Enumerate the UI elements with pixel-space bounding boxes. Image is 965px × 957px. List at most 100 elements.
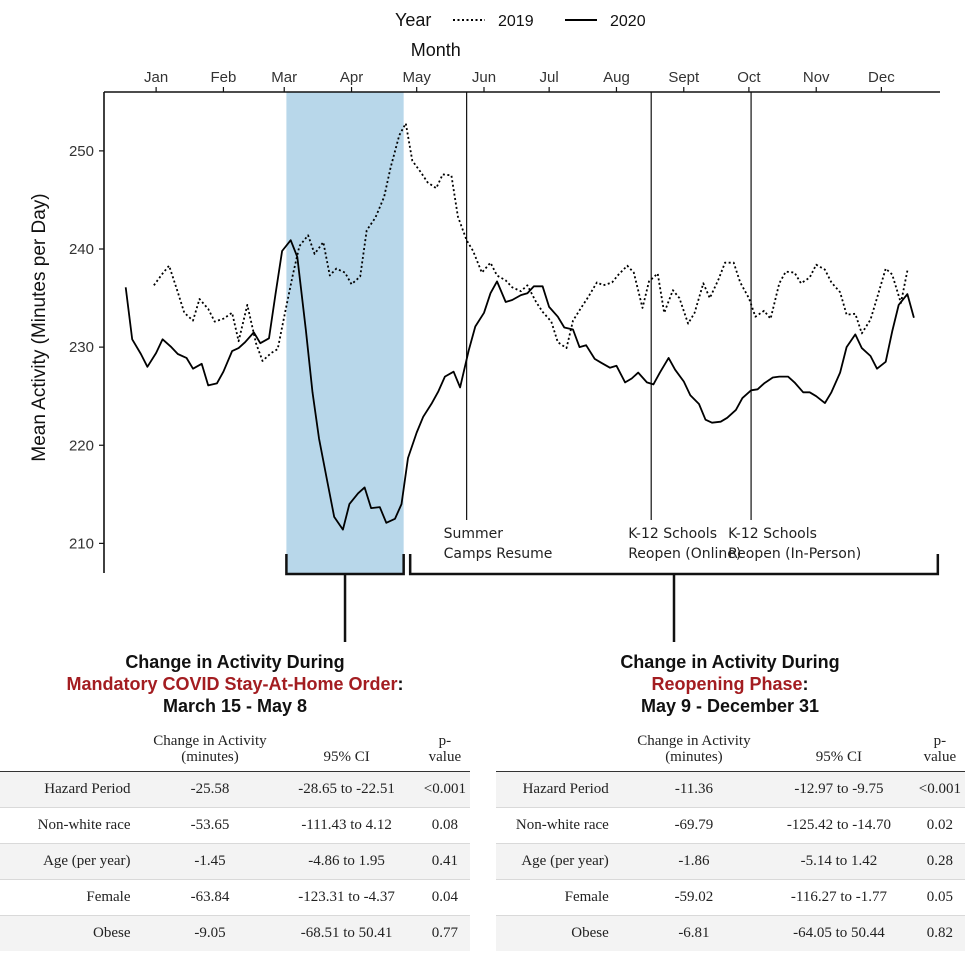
panel-title-line2: Mandatory COVID Stay-At-Home Order: — [0, 673, 470, 695]
cell-ci: -125.42 to -14.70 — [763, 807, 915, 844]
header-pvalue: p-value — [419, 729, 470, 772]
header-change: Change in Activity (minutes) — [624, 729, 764, 772]
cell-pvalue: <0.001 — [419, 771, 470, 808]
x-tick-label: Dec — [868, 69, 895, 86]
stay-at-home-shade — [286, 92, 404, 575]
panel-title-highlight: Mandatory COVID Stay-At-Home Order — [66, 674, 398, 694]
row-label: Non-white race — [496, 807, 625, 844]
stats-table-reopening: Change in Activity (minutes) 95% CI p-va… — [496, 729, 965, 951]
row-label: Female — [496, 879, 625, 916]
x-tick-label: Feb — [210, 69, 236, 86]
panel-title-colon: : — [802, 674, 809, 694]
table-header-row: Change in Activity (minutes) 95% CI p-va… — [496, 729, 965, 772]
table-row: Female -59.02 -116.27 to -1.77 0.05 — [496, 879, 965, 916]
header-change: Change in Activity (minutes) — [146, 729, 274, 772]
table-row: Female -63.84 -123.31 to -4.37 0.04 — [0, 879, 470, 916]
x-tick-label: Aug — [603, 69, 630, 86]
cell-change: -11.36 — [624, 771, 764, 808]
table-row: Age (per year) -1.45 -4.86 to 1.95 0.41 — [0, 843, 470, 880]
y-tick-label: 250 — [69, 143, 94, 160]
legend-title: Year — [395, 10, 431, 30]
row-label: Female — [0, 879, 147, 916]
event-label: Camps Resume — [444, 546, 553, 562]
event-label: K-12 Schools — [628, 526, 717, 542]
cell-change: -1.86 — [624, 843, 764, 880]
cell-change: -6.81 — [624, 915, 764, 951]
x-tick-label: May — [403, 69, 432, 86]
header-ci: 95% CI — [273, 729, 420, 772]
y-tick-label: 220 — [69, 437, 94, 454]
cell-ci: -28.65 to -22.51 — [273, 771, 420, 808]
cell-ci: -116.27 to -1.77 — [763, 879, 915, 916]
table-row: Non-white race -69.79 -125.42 to -14.70 0.0… — [496, 807, 965, 844]
event-label: Reopen (Online) — [628, 546, 741, 562]
panel-title-line2: Reopening Phase: — [495, 673, 965, 695]
x-tick-label: Jan — [144, 69, 168, 86]
cell-pvalue: <0.001 — [914, 771, 965, 808]
x-tick-label: Apr — [340, 69, 363, 86]
y-tick-label: 210 — [69, 535, 94, 552]
cell-pvalue: 0.08 — [419, 807, 470, 844]
table-row: Non-white race -53.65 -111.43 to 4.12 0.08 — [0, 807, 470, 844]
row-label: Hazard Period — [496, 771, 625, 808]
table-row: Obese -6.81 -64.05 to 50.44 0.82 — [496, 915, 965, 951]
cell-pvalue: 0.04 — [419, 879, 470, 916]
legend-label: 2020 — [610, 13, 646, 30]
panel-title-line1: Change in Activity During — [125, 652, 345, 672]
row-label: Age (per year) — [0, 843, 147, 880]
cell-pvalue: 0.28 — [914, 843, 965, 880]
row-label: Obese — [496, 915, 625, 951]
panel-title-colon: : — [397, 674, 404, 694]
legend-label: 2019 — [498, 13, 534, 30]
cell-pvalue: 0.77 — [419, 915, 470, 951]
event-label: Summer — [444, 526, 504, 542]
cell-ci: -4.86 to 1.95 — [273, 843, 420, 880]
table-row: Obese -9.05 -68.51 to 50.41 0.77 — [0, 915, 470, 951]
header-ci: 95% CI — [763, 729, 915, 772]
x-tick-label: Sept — [668, 69, 700, 86]
activity-line-chart: Jan Feb Mar Apr May Jun Jul Aug Sept Oct Nov Dec Mon… — [29, 10, 940, 642]
panel-title-line1: Change in Activity During — [620, 652, 840, 672]
header-blank — [496, 729, 625, 772]
row-label: Obese — [0, 915, 147, 951]
cell-ci: -111.43 to 4.12 — [273, 807, 420, 844]
row-label: Age (per year) — [496, 843, 625, 880]
cell-change: -53.65 — [146, 807, 274, 844]
y-axis-title: Mean Activity (Minutes per Day) — [29, 193, 50, 461]
x-tick-label: Mar — [271, 69, 297, 86]
series-line-2019 — [153, 122, 909, 362]
table-row: Age (per year) -1.86 -5.14 to 1.42 0.28 — [496, 843, 965, 880]
cell-pvalue: 0.02 — [914, 807, 965, 844]
cell-change: -9.05 — [146, 915, 274, 951]
cell-change: -59.02 — [624, 879, 764, 916]
stats-table-stay-at-home: Change in Activity (minutes) 95% CI p-va… — [0, 729, 470, 951]
table-header-row: Change in Activity (minutes) 95% CI p-va… — [0, 729, 470, 772]
row-label: Hazard Period — [0, 771, 147, 808]
panel-title-reopening: Change in Activity During Reopening Phas… — [495, 651, 965, 717]
x-axis-title: Month — [411, 40, 461, 60]
cell-ci: -123.31 to -4.37 — [273, 879, 420, 916]
event-label: Reopen (In-Person) — [728, 546, 861, 562]
y-tick-label: 230 — [69, 339, 94, 356]
x-tick-label: Jun — [472, 69, 496, 86]
cell-change: -25.58 — [146, 771, 274, 808]
cell-pvalue: 0.82 — [914, 915, 965, 951]
header-pvalue: p-value — [914, 729, 965, 772]
series-line-2020 — [124, 239, 915, 531]
cell-ci: -64.05 to 50.44 — [763, 915, 915, 951]
cell-change: -63.84 — [146, 879, 274, 916]
x-tick-label: Oct — [737, 69, 761, 86]
cell-change: -1.45 — [146, 843, 274, 880]
event-label: K-12 Schools — [728, 526, 817, 542]
cell-change: -69.79 — [624, 807, 764, 844]
panel-title-dates: March 15 - May 8 — [162, 696, 308, 716]
cell-pvalue: 0.41 — [419, 843, 470, 880]
x-tick-label: Nov — [803, 69, 830, 86]
table-row: Hazard Period -25.58 -28.65 to -22.51 <0.00… — [0, 771, 470, 808]
cell-ci: -68.51 to 50.41 — [273, 915, 420, 951]
panel-title-stay-at-home: Change in Activity During Mandatory COVI… — [0, 651, 470, 717]
table-row: Hazard Period -11.36 -12.97 to -9.75 <0.001 — [496, 771, 965, 808]
cell-ci: -12.97 to -9.75 — [763, 771, 915, 808]
panel-title-highlight: Reopening Phase — [651, 674, 803, 694]
y-tick-label: 240 — [69, 241, 94, 258]
